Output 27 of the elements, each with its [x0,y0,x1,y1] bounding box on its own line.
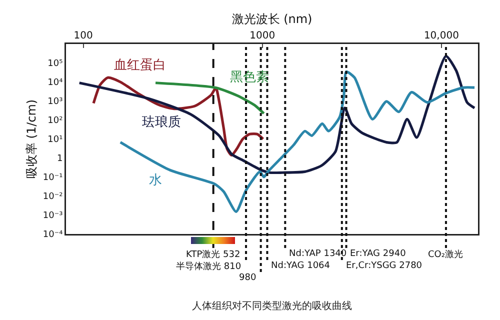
ref-line-label: CO₂激光 [428,249,463,260]
ref-line-label: Nd:YAG 1064 [271,261,330,271]
y-tick-label: 10¹ [48,135,64,146]
y-tick-label: 10⁴ [48,78,64,88]
ref-line-label: Er:YAG 2940 [350,249,406,259]
x-tick-label: 10,000 [424,30,459,42]
y-tick-label: 1 [56,154,63,164]
x-tick-label: 100 [74,30,93,42]
series-label: 水 [149,173,162,188]
x-tick-label: 1000 [250,30,276,42]
text: 人体组织对不同类型激光的吸收曲线 [192,300,352,312]
x-axis-title: 激光波长 (nm) [232,12,312,26]
ref-line-label: Er,Cr:YSGG 2780 [346,261,422,271]
y-tick-label: 10³ [48,97,64,108]
y-tick-label: 10⁻¹ [42,173,64,184]
ref-line-label: KTP激光 532 [186,249,240,260]
series-label: 血红蛋白 [114,58,166,73]
y-tick-label: 10² [48,116,64,126]
y-tick-label: 10⁻³ [42,211,64,222]
y-axis-title: 吸收率 (1/cm) [24,99,38,179]
series-label: 珐琅质 [142,115,181,130]
y-tick-label: 10⁻² [42,192,64,202]
ref-line-label: 半导体激光 810 [176,261,242,272]
series-label: 黑色素 [230,70,269,85]
y-tick-label: 10⁵ [48,59,64,70]
y-tick-label: 10⁻⁴ [42,230,64,240]
ref-line-label: 980 [239,273,256,283]
